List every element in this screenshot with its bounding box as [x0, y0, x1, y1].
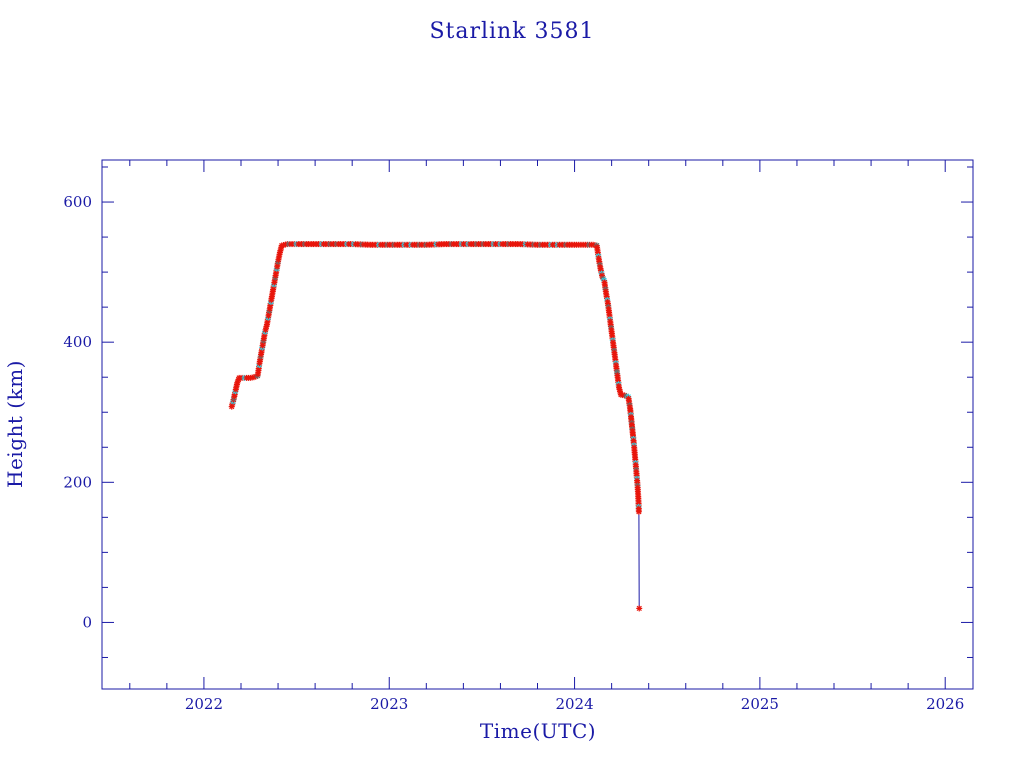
x-tick-label: 2024 — [555, 695, 593, 713]
y-tick-label: 0 — [82, 613, 92, 631]
y-axis-tick-labels: 0 200 400 600 — [63, 193, 92, 631]
y-tick-label: 200 — [63, 473, 92, 491]
y-tick-label: 400 — [63, 333, 92, 351]
data-points — [228, 241, 643, 612]
data-connecting-line — [231, 243, 640, 609]
x-tick-label: 2023 — [370, 695, 408, 713]
series-line — [231, 243, 640, 609]
x-axis-ticks — [129, 160, 946, 689]
chart-title: Starlink 3581 — [429, 19, 594, 44]
x-axis-label: Time(UTC) — [480, 719, 596, 743]
data-point — [635, 508, 642, 515]
plot-frame — [101, 159, 974, 690]
y-axis-label: Height (km) — [3, 360, 27, 488]
y-axis-ticks — [102, 166, 973, 658]
y-tick-label: 600 — [63, 193, 92, 211]
x-tick-label: 2022 — [185, 695, 223, 713]
x-tick-label: 2025 — [741, 695, 779, 713]
x-tick-label: 2026 — [926, 695, 964, 713]
x-axis-tick-labels: 2022 2023 2024 2025 2026 — [185, 695, 964, 713]
data-point — [636, 605, 643, 612]
